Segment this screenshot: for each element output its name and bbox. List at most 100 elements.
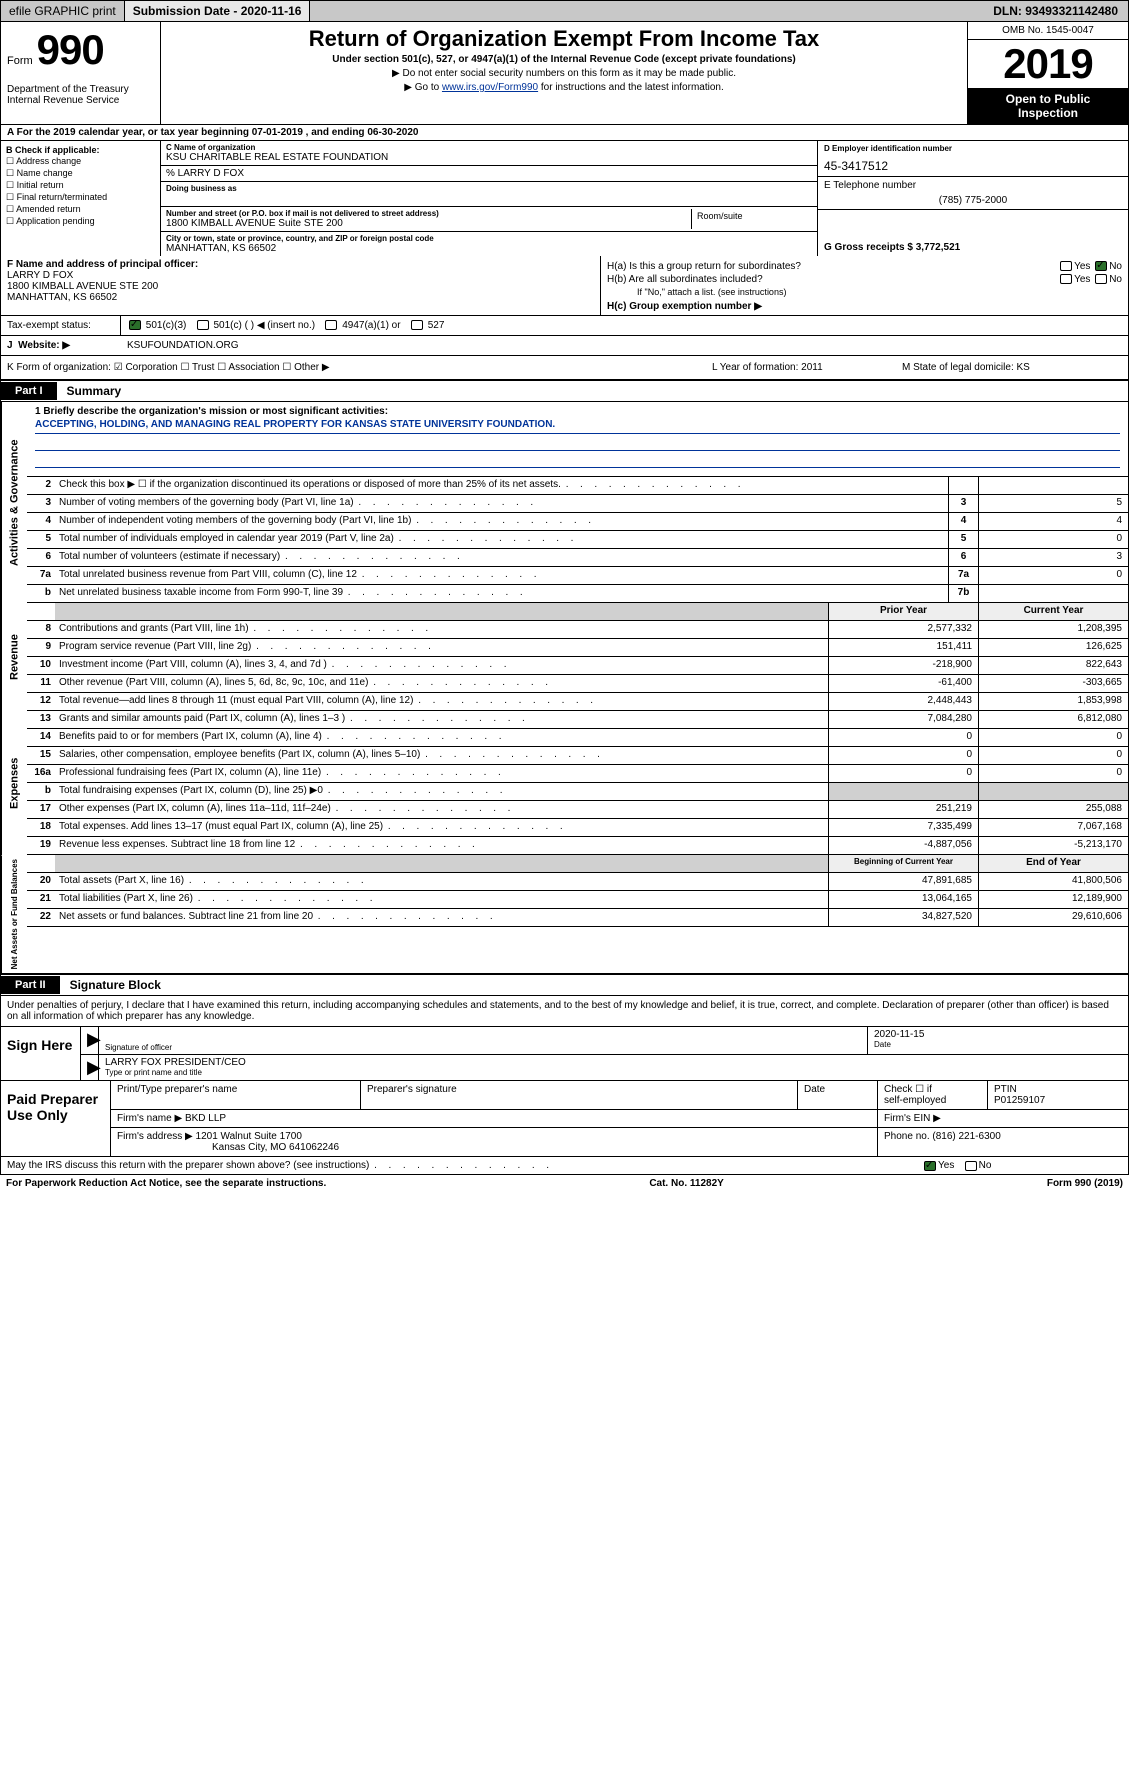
website-row: J Website: ▶ KSUFOUNDATION.ORG bbox=[0, 336, 1129, 356]
dept-treasury: Department of the Treasury bbox=[7, 84, 154, 95]
header-line1: ▶ Do not enter social security numbers o… bbox=[169, 68, 959, 79]
room-suite: Room/suite bbox=[692, 209, 812, 229]
city-state-zip: MANHATTAN, KS 66502 bbox=[166, 243, 812, 254]
ein-tel-block: D Employer identification number 45-3417… bbox=[818, 141, 1128, 256]
street-address: 1800 KIMBALL AVENUE Suite STE 200 bbox=[166, 218, 691, 229]
hb-no[interactable] bbox=[1095, 274, 1107, 284]
chk-amended-return[interactable]: ☐ Amended return bbox=[6, 204, 155, 215]
form-of-org: K Form of organization: ☑ Corporation ☐ … bbox=[7, 362, 712, 373]
open-to-public: Open to Public Inspection bbox=[968, 88, 1128, 124]
care-of: % LARRY D FOX bbox=[166, 168, 812, 179]
hb-label: H(b) Are all subordinates included? bbox=[607, 274, 763, 285]
gov-line: 4Number of independent voting members of… bbox=[27, 513, 1128, 531]
expenses-section: Expenses 13Grants and similar amounts pa… bbox=[0, 711, 1129, 855]
perjury-text: Under penalties of perjury, I declare th… bbox=[1, 996, 1128, 1026]
org-info: C Name of organization KSU CHARITABLE RE… bbox=[161, 141, 818, 256]
header-center: Return of Organization Exempt From Incom… bbox=[161, 22, 968, 124]
website-value: KSUFOUNDATION.ORG bbox=[121, 336, 1128, 355]
gov-line: 7aTotal unrelated business revenue from … bbox=[27, 567, 1128, 585]
gross-receipts: G Gross receipts $ 3,772,521 bbox=[824, 242, 960, 253]
tax-year: 2019 bbox=[968, 40, 1128, 88]
firm-phone: Phone no. (816) 221-6300 bbox=[878, 1128, 1128, 1156]
data-line: 17Other expenses (Part IX, column (A), l… bbox=[27, 801, 1128, 819]
chk-527[interactable] bbox=[411, 320, 423, 330]
data-line: 20Total assets (Part X, line 16)47,891,6… bbox=[27, 873, 1128, 891]
hc-label: H(c) Group exemption number ▶ bbox=[607, 301, 1122, 312]
part2-header: Part II Signature Block bbox=[0, 974, 1129, 996]
hdr-beg-year: Beginning of Current Year bbox=[828, 855, 978, 872]
form-number: 990 bbox=[37, 26, 104, 74]
vtab-expenses: Expenses bbox=[1, 711, 27, 855]
gov-line: bNet unrelated business taxable income f… bbox=[27, 585, 1128, 603]
mission-block: 1 Briefly describe the organization's mi… bbox=[27, 402, 1128, 477]
officer-group-row: F Name and address of principal officer:… bbox=[0, 256, 1129, 316]
chk-initial-return[interactable]: ☐ Initial return bbox=[6, 180, 155, 191]
gov-line: 5Total number of individuals employed in… bbox=[27, 531, 1128, 549]
signature-block: Under penalties of perjury, I declare th… bbox=[0, 996, 1129, 1081]
paid-preparer-label: Paid Preparer Use Only bbox=[1, 1081, 111, 1156]
chk-address-change[interactable]: ☐ Address change bbox=[6, 156, 155, 167]
officer-print-name: LARRY FOX PRESIDENT/CEO bbox=[105, 1057, 1122, 1068]
ein: 45-3417512 bbox=[824, 159, 1122, 173]
gov-line: 2Check this box ▶ ☐ if the organization … bbox=[27, 477, 1128, 495]
irs-link[interactable]: www.irs.gov/Form990 bbox=[442, 82, 538, 93]
state-domicile: M State of legal domicile: KS bbox=[902, 362, 1122, 373]
irs-label: Internal Revenue Service bbox=[7, 95, 154, 106]
header-right: OMB No. 1545-0047 2019 Open to Public In… bbox=[968, 22, 1128, 124]
firm-addr2: Kansas City, MO 641062246 bbox=[117, 1142, 871, 1153]
form-title: Return of Organization Exempt From Incom… bbox=[169, 26, 959, 52]
data-line: bTotal fundraising expenses (Part IX, co… bbox=[27, 783, 1128, 801]
sign-arrow-icon-2: ▶ bbox=[81, 1055, 99, 1080]
header-left: Form 990 Department of the Treasury Inte… bbox=[1, 22, 161, 124]
ha-label: H(a) Is this a group return for subordin… bbox=[607, 261, 801, 272]
data-line: 18Total expenses. Add lines 13–17 (must … bbox=[27, 819, 1128, 837]
year-formation: L Year of formation: 2011 bbox=[712, 362, 902, 373]
telephone: (785) 775-2000 bbox=[824, 195, 1122, 206]
chk-application-pending[interactable]: ☐ Application pending bbox=[6, 216, 155, 227]
gov-line: 3Number of voting members of the governi… bbox=[27, 495, 1128, 513]
efile-label[interactable]: efile GRAPHIC print bbox=[1, 1, 125, 21]
data-line: 12Total revenue—add lines 8 through 11 (… bbox=[27, 693, 1128, 711]
discuss-no[interactable] bbox=[965, 1161, 977, 1171]
k-l-m-row: K Form of organization: ☑ Corporation ☐ … bbox=[0, 356, 1129, 380]
data-line: 15Salaries, other compensation, employee… bbox=[27, 747, 1128, 765]
omb-number: OMB No. 1545-0047 bbox=[968, 22, 1128, 40]
chk-4947[interactable] bbox=[325, 320, 337, 330]
data-line: 9Program service revenue (Part VIII, lin… bbox=[27, 639, 1128, 657]
ha-no[interactable] bbox=[1095, 261, 1107, 271]
dln-label: DLN: 93493321142480 bbox=[993, 4, 1128, 18]
paid-preparer-block: Paid Preparer Use Only Print/Type prepar… bbox=[0, 1081, 1129, 1157]
data-line: 16aProfessional fundraising fees (Part I… bbox=[27, 765, 1128, 783]
check-if-applicable: B Check if applicable: ☐ Address change … bbox=[1, 141, 161, 256]
firm-addr1: 1201 Walnut Suite 1700 bbox=[196, 1131, 302, 1142]
governance-section: Activities & Governance 1 Briefly descri… bbox=[0, 402, 1129, 603]
chk-final-return[interactable]: ☐ Final return/terminated bbox=[6, 192, 155, 203]
firm-ein-label: Firm's EIN ▶ bbox=[878, 1110, 1128, 1127]
ha-yes[interactable] bbox=[1060, 261, 1072, 271]
data-line: 14Benefits paid to or for members (Part … bbox=[27, 729, 1128, 747]
chk-501c3[interactable] bbox=[129, 320, 141, 330]
data-line: 10Investment income (Part VIII, column (… bbox=[27, 657, 1128, 675]
top-bar: efile GRAPHIC print Submission Date - 20… bbox=[0, 0, 1129, 22]
discuss-yes[interactable] bbox=[924, 1161, 936, 1171]
hdr-current-year: Current Year bbox=[978, 603, 1128, 620]
data-line: 22Net assets or fund balances. Subtract … bbox=[27, 909, 1128, 927]
data-line: 19Revenue less expenses. Subtract line 1… bbox=[27, 837, 1128, 855]
form-word: Form bbox=[7, 55, 33, 67]
sign-arrow-icon: ▶ bbox=[81, 1027, 99, 1054]
netassets-section: Net Assets or Fund Balances Beginning of… bbox=[0, 855, 1129, 974]
revenue-section: Revenue Prior Year Current Year 8Contrib… bbox=[0, 603, 1129, 711]
form-subtitle: Under section 501(c), 527, or 4947(a)(1)… bbox=[169, 54, 959, 65]
submission-date[interactable]: Submission Date - 2020-11-16 bbox=[125, 1, 311, 21]
vtab-netassets: Net Assets or Fund Balances bbox=[1, 855, 27, 973]
vtab-governance: Activities & Governance bbox=[1, 402, 27, 603]
hb-yes[interactable] bbox=[1060, 274, 1072, 284]
spacer bbox=[310, 8, 993, 14]
mission-text: ACCEPTING, HOLDING, AND MANAGING REAL PR… bbox=[35, 417, 1120, 434]
data-line: 8Contributions and grants (Part VIII, li… bbox=[27, 621, 1128, 639]
vtab-revenue: Revenue bbox=[1, 603, 27, 711]
chk-name-change[interactable]: ☐ Name change bbox=[6, 168, 155, 179]
chk-501c[interactable] bbox=[197, 320, 209, 330]
officer-name: LARRY D FOX bbox=[7, 270, 594, 281]
tax-period: A For the 2019 calendar year, or tax yea… bbox=[0, 125, 1129, 141]
